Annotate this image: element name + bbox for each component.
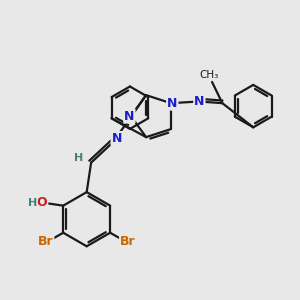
- Text: N: N: [112, 132, 122, 145]
- Text: N: N: [167, 97, 178, 110]
- Text: O: O: [37, 196, 47, 209]
- Text: Br: Br: [38, 235, 53, 248]
- Text: N: N: [124, 110, 135, 123]
- Text: H: H: [74, 153, 83, 163]
- Text: CH₃: CH₃: [200, 70, 219, 80]
- Text: Br: Br: [120, 235, 136, 248]
- Text: N: N: [194, 95, 205, 108]
- Text: H: H: [28, 198, 37, 208]
